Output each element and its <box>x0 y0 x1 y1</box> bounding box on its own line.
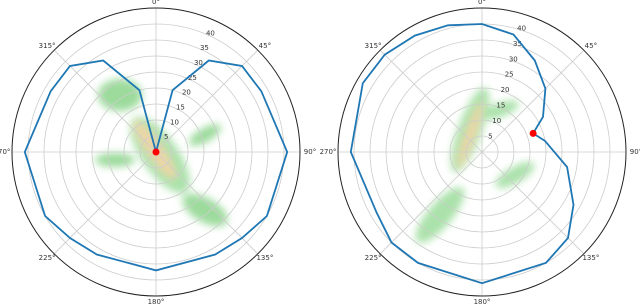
angle-tick-label: 225° <box>365 254 382 262</box>
r-tick-label: 25 <box>505 71 514 79</box>
angle-tick-label: 90° <box>304 148 316 156</box>
angle-tick-label: 0° <box>478 0 486 6</box>
angle-tick-label: 315° <box>365 42 382 50</box>
angle-tick-label: 180° <box>148 298 165 306</box>
grid-spoke <box>53 151 157 255</box>
angle-tick-label: 90° <box>630 148 640 156</box>
grid-spoke <box>481 151 585 255</box>
angle-tick-label: 135° <box>582 254 599 262</box>
angle-tick-label: 315° <box>39 42 56 50</box>
marker-point <box>152 148 160 156</box>
r-tick-label: 40 <box>517 24 526 32</box>
r-tick-label: 20 <box>182 89 191 97</box>
angle-tick-label: 270° <box>0 148 10 156</box>
r-tick-label: 30 <box>509 55 518 63</box>
polar-frame <box>11 7 301 297</box>
r-tick-label: 25 <box>188 74 197 82</box>
grid-spoke <box>155 151 259 255</box>
angle-tick-label: 0° <box>152 0 160 6</box>
polar-frame <box>337 7 627 297</box>
r-tick-label: 5 <box>488 133 492 141</box>
r-tick-label: 10 <box>492 117 501 125</box>
angle-tick-label: 45° <box>259 42 271 50</box>
data-line <box>23 59 289 272</box>
grid-spoke <box>379 49 483 153</box>
r-tick-label: 5 <box>164 133 168 141</box>
marker-point <box>529 129 537 137</box>
angle-tick-label: 135° <box>256 254 273 262</box>
r-tick-label: 20 <box>501 86 510 94</box>
grid-spoke <box>155 49 259 153</box>
angle-tick-label: 45° <box>585 42 597 50</box>
r-tick-label: 35 <box>513 40 522 48</box>
r-tick-label: 35 <box>200 44 209 52</box>
r-tick-label: 15 <box>496 102 505 110</box>
r-tick-label: 15 <box>176 103 185 111</box>
data-line <box>349 23 575 285</box>
r-tick-label: 30 <box>194 59 203 67</box>
grid-spoke <box>379 151 483 255</box>
angle-tick-label: 225° <box>39 254 56 262</box>
grid-spoke <box>53 49 157 153</box>
angle-tick-label: 270° <box>320 148 337 156</box>
grid-spoke <box>481 49 585 153</box>
r-tick-label: 40 <box>206 29 215 37</box>
r-tick-label: 10 <box>170 118 179 126</box>
angle-tick-label: 180° <box>474 298 491 306</box>
gecko-image <box>95 79 535 243</box>
